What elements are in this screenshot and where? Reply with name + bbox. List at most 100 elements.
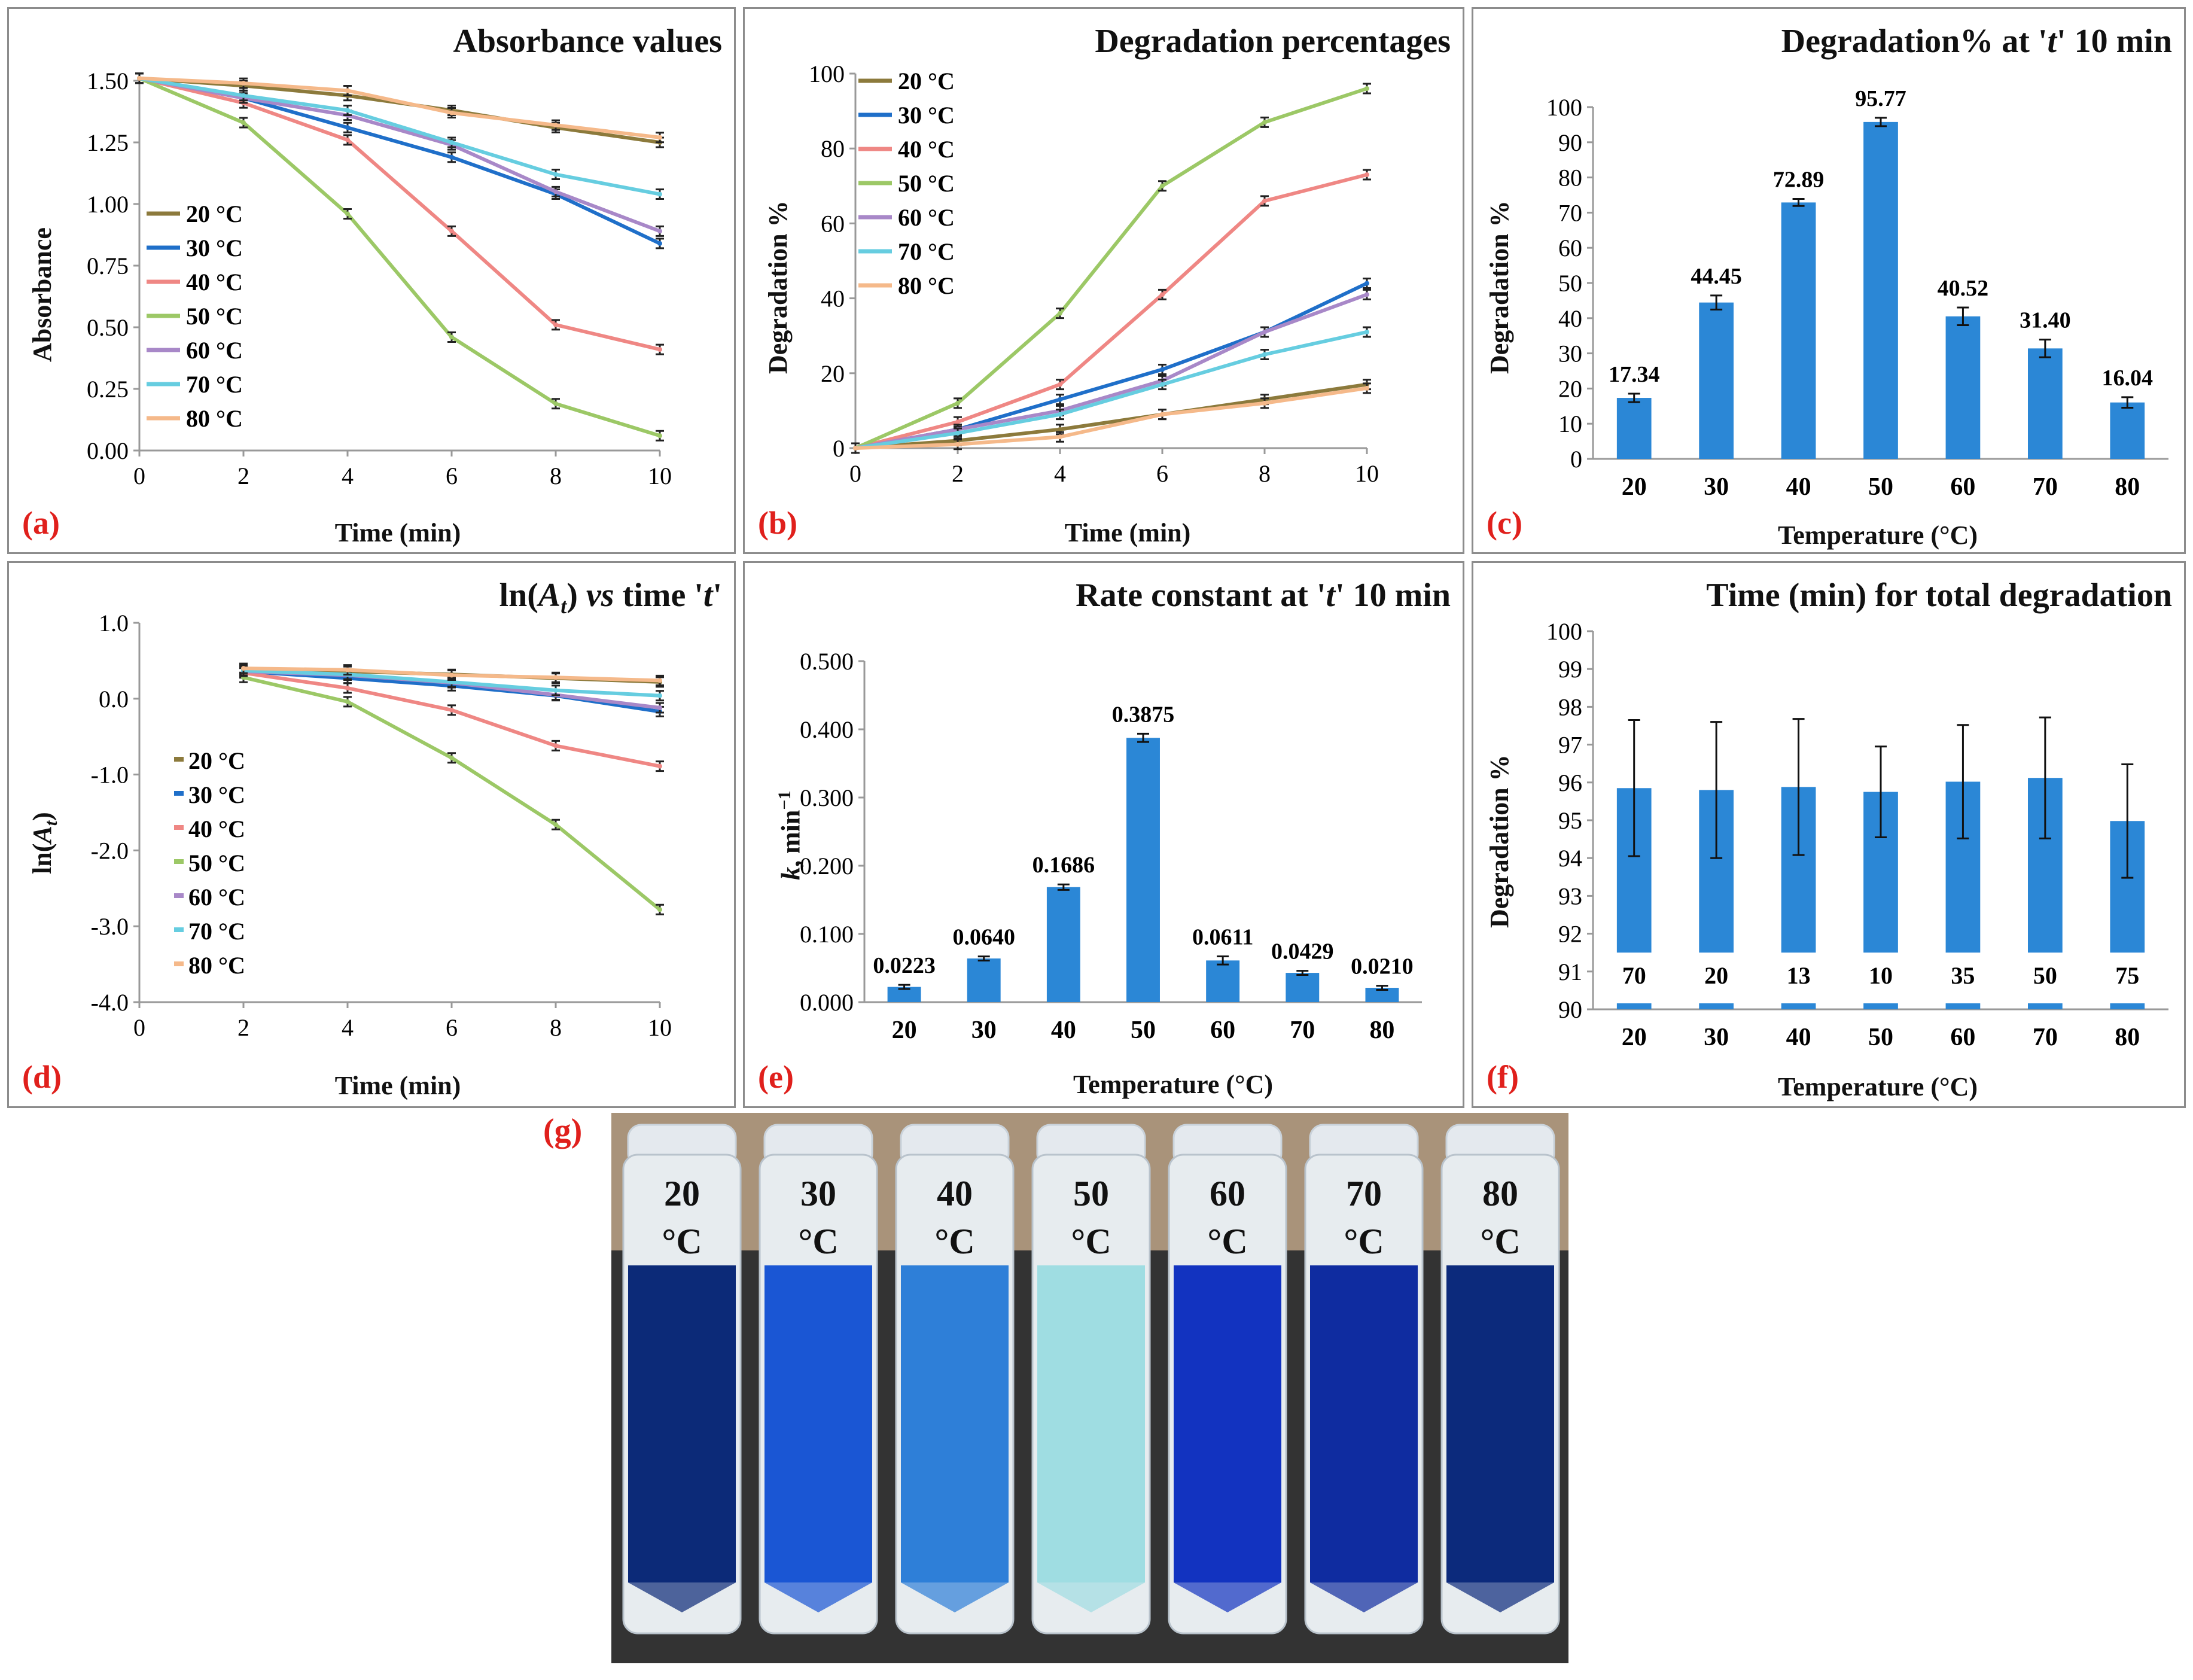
error-bar-70: [2039, 716, 2051, 839]
x-tick-label: 50: [1868, 1024, 1893, 1051]
data-point: [553, 189, 558, 194]
legend-label: 60 °C: [188, 884, 245, 911]
data-point: [345, 108, 350, 113]
x-tick-label: 10: [1355, 460, 1379, 487]
y-tick-label: 40: [1558, 305, 1582, 332]
data-point: [449, 755, 454, 760]
data-point: [657, 347, 662, 352]
data-point: [1262, 198, 1267, 203]
error-bar-60: [1217, 955, 1229, 966]
y-tick-label: -3.0: [91, 913, 129, 940]
bar-60: [1206, 960, 1240, 1002]
data-point: [345, 211, 350, 217]
bar-base-40: [1781, 1003, 1816, 1009]
legend-label: 40 °C: [898, 136, 955, 163]
data-point: [955, 419, 960, 425]
legend-label: 80 °C: [188, 952, 245, 979]
time-label-70: 50: [2033, 962, 2057, 989]
data-point: [1364, 172, 1369, 178]
data-point: [955, 442, 960, 447]
vial-cone: [764, 1582, 872, 1612]
vial-unit-label: °C: [1344, 1222, 1384, 1261]
data-point: [553, 675, 558, 680]
y-tick-label: 0.200: [800, 853, 854, 879]
legend-label: 70 °C: [186, 371, 243, 398]
bar-base-80: [2110, 1003, 2145, 1009]
legend-label: 80 °C: [898, 272, 955, 299]
error-bar-70: [1296, 970, 1309, 976]
y-tick-label: 0.500: [800, 648, 854, 675]
chart-a-plot: 0.00 0.25 0.50 0.75 1.00 1.25 1.50 0 2 4 6 8 10 20 °C…: [87, 68, 672, 489]
data-point: [553, 322, 558, 327]
x-tick-label: 70: [2033, 473, 2058, 501]
panel-a-absorbance: 0.00 0.25 0.50 0.75 1.00 1.25 1.50 0 2 4 6 8 10 20 °C…: [7, 7, 736, 554]
data-point: [1262, 400, 1267, 406]
x-tick-label: 80: [1369, 1016, 1394, 1044]
value-label-60: 40.52: [1938, 276, 1989, 301]
data-point: [657, 678, 662, 683]
vial-cone: [1174, 1582, 1281, 1612]
vial-temperature-label: 80: [1482, 1174, 1518, 1213]
x-tick-label: 70: [1290, 1016, 1315, 1044]
legend-label: 40 °C: [186, 269, 243, 296]
value-label-40: 72.89: [1773, 168, 1825, 193]
time-label-30: 20: [1704, 962, 1728, 989]
y-tick-label: 94: [1558, 845, 1582, 872]
legend-label: 40 °C: [188, 815, 245, 842]
value-label-40: 0.1686: [1032, 853, 1095, 878]
vial-70: 70 °C: [1304, 1124, 1424, 1635]
legend-swatch: [174, 893, 184, 898]
legend-label: 50 °C: [898, 170, 955, 197]
data-point: [345, 88, 350, 93]
chart-d-plot: -4.0 -3.0 -2.0 -1.0 0.0 1.0 0 2 4 6 8 10 20 °C 30 °C 4…: [91, 610, 672, 1041]
data-point: [1160, 367, 1165, 372]
value-label-20: 17.34: [1609, 362, 1660, 387]
data-point: [657, 705, 662, 711]
value-label-20: 0.0223: [873, 953, 936, 978]
data-point: [657, 693, 662, 698]
error-bar-70: [2039, 339, 2051, 358]
data-point: [241, 120, 246, 126]
chart-f-title: Time (min) for total degradation: [1706, 577, 2172, 614]
x-tick-label: 8: [550, 1014, 562, 1041]
data-point: [657, 241, 662, 246]
series-line-20: [855, 382, 1367, 450]
panel-f-total-degradation: 90 91 92 93 94 95 96 97 98 99 100 70 20 20 30 13 40 10 50 3…: [1472, 561, 2186, 1108]
legend-label: 30 °C: [186, 235, 243, 261]
data-point: [553, 401, 558, 406]
legend-label: 20 °C: [188, 747, 245, 774]
x-tick-label: 10: [648, 462, 672, 489]
error-bar-80: [2121, 396, 2134, 409]
vial-liquid: [764, 1265, 872, 1582]
y-tick-label: -2.0: [91, 837, 129, 864]
bar-30: [1699, 302, 1734, 459]
data-point: [1058, 397, 1062, 402]
y-tick-label: 60: [821, 210, 845, 237]
data-point: [345, 699, 350, 704]
x-tick-label: 60: [1950, 473, 1975, 501]
value-label-30: 44.45: [1691, 264, 1742, 289]
vial-temperature-label: 60: [1210, 1174, 1245, 1213]
chart-e-panel-label: (e): [758, 1059, 794, 1095]
data-point: [241, 81, 246, 86]
y-tick-label: 90: [1558, 129, 1582, 156]
series-line-50: [854, 87, 1367, 450]
legend-label: 30 °C: [188, 781, 245, 808]
chart-e-xlabel: Temperature (°C): [1073, 1070, 1274, 1099]
vials-illustration: 20 °C 30 °C 40 °C 50 °C 60 °C 70 °C 80 °C: [611, 1113, 1568, 1663]
vial-unit-label: °C: [1071, 1222, 1111, 1261]
y-tick-label: 1.0: [99, 610, 129, 637]
y-tick-label: 0.300: [800, 784, 854, 811]
chart-a-xlabel: Time (min): [334, 518, 461, 547]
vial-temperature-label: 40: [937, 1174, 973, 1213]
chart-e-ylabel: k, min−1: [775, 790, 806, 880]
data-point: [449, 707, 454, 713]
x-tick-label: 0: [849, 460, 861, 487]
y-tick-label: 91: [1558, 958, 1582, 985]
value-label-80: 16.04: [2102, 366, 2154, 391]
error-bar-50: [1137, 732, 1149, 743]
y-tick-label: 1.50: [87, 68, 129, 95]
series-line-60: [855, 293, 1368, 450]
y-tick-label: 1.25: [87, 129, 129, 156]
panel-b-degradation: 0 20 40 60 80 100 0 2 4 6 8 10 20 °C 30 °C 40 °C 50 °C 6…: [743, 7, 1464, 554]
